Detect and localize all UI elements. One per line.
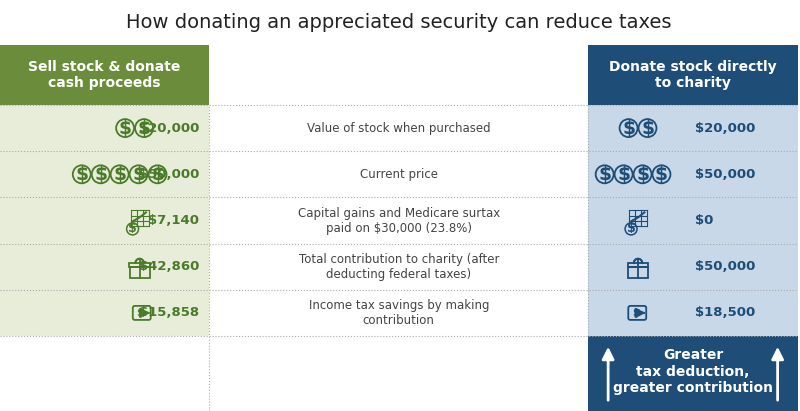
- Text: $15,858: $15,858: [139, 306, 199, 319]
- Text: Greater
tax deduction,
greater contribution: Greater tax deduction, greater contribut…: [613, 348, 773, 395]
- Text: $: $: [113, 165, 126, 184]
- Bar: [0, 197, 210, 244]
- Text: $: $: [94, 165, 107, 184]
- Bar: [588, 105, 798, 151]
- Text: $: $: [75, 165, 88, 184]
- Text: $: $: [132, 165, 145, 184]
- Text: $50,000: $50,000: [695, 168, 755, 181]
- Text: Income tax savings by making
contribution: Income tax savings by making contributio…: [309, 299, 489, 327]
- Text: $: $: [118, 119, 132, 138]
- Bar: [588, 336, 798, 411]
- Text: $: $: [622, 119, 635, 138]
- Text: Capital gains and Medicare surtax
paid on $30,000 (23.8%): Capital gains and Medicare surtax paid o…: [298, 206, 500, 235]
- Text: $50,000: $50,000: [695, 260, 755, 273]
- Text: $50,000: $50,000: [139, 168, 199, 181]
- Text: Current price: Current price: [360, 168, 438, 181]
- Bar: [210, 197, 588, 244]
- Text: How donating an appreciated security can reduce taxes: How donating an appreciated security can…: [126, 13, 671, 32]
- Text: Sell stock & donate
cash proceeds: Sell stock & donate cash proceeds: [29, 60, 181, 90]
- Text: $42,860: $42,860: [139, 260, 199, 273]
- Text: $20,000: $20,000: [139, 122, 199, 134]
- Bar: [588, 290, 798, 336]
- Bar: [588, 197, 798, 244]
- Bar: [588, 151, 798, 197]
- Text: $20,000: $20,000: [695, 122, 755, 134]
- Text: $: $: [598, 165, 611, 184]
- Text: Total contribution to charity (after
deducting federal taxes): Total contribution to charity (after ded…: [298, 253, 499, 281]
- Text: $: $: [137, 308, 144, 318]
- Bar: [0, 151, 210, 197]
- Bar: [210, 290, 588, 336]
- Text: $: $: [626, 222, 635, 236]
- Bar: [210, 244, 588, 290]
- Text: $: $: [641, 119, 654, 138]
- Text: $: $: [151, 165, 164, 184]
- Bar: [130, 267, 150, 278]
- Text: $: $: [632, 308, 640, 318]
- Text: $18,500: $18,500: [695, 306, 755, 319]
- Bar: [210, 105, 588, 151]
- Text: $: $: [655, 165, 668, 184]
- Bar: [588, 244, 798, 290]
- Bar: [0, 105, 210, 151]
- Text: $0: $0: [695, 214, 714, 227]
- Bar: [588, 45, 798, 105]
- Text: $: $: [128, 222, 137, 236]
- Bar: [0, 45, 210, 105]
- Bar: [130, 263, 150, 267]
- Bar: [0, 244, 210, 290]
- Text: $: $: [617, 165, 630, 184]
- Text: $: $: [138, 119, 150, 138]
- Bar: [628, 263, 649, 267]
- Text: Value of stock when purchased: Value of stock when purchased: [307, 122, 490, 134]
- Text: Donate stock directly
to charity: Donate stock directly to charity: [609, 60, 777, 90]
- Bar: [210, 151, 588, 197]
- Bar: [0, 290, 210, 336]
- Text: $7,140: $7,140: [148, 214, 199, 227]
- Bar: [628, 267, 648, 278]
- Text: $: $: [636, 165, 649, 184]
